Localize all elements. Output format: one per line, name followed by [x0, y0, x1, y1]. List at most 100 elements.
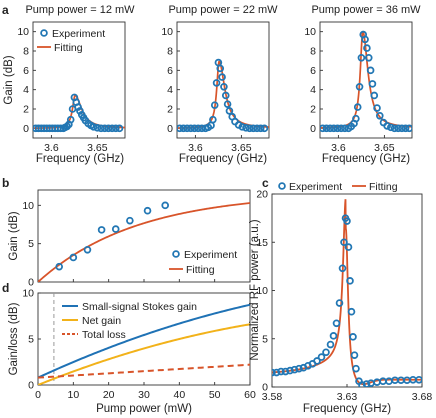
data-point: [242, 124, 250, 132]
data-point: [177, 124, 184, 133]
data-point: [216, 64, 225, 73]
y-tick-label: 0: [167, 123, 173, 135]
data-point: [385, 377, 393, 386]
data-point: [357, 53, 366, 62]
data-point: [346, 277, 354, 285]
y-tick-label: 10: [161, 26, 173, 38]
x-axis-label: Frequency (GHz): [36, 153, 124, 165]
data-point: [394, 124, 403, 133]
x-axis-label: Frequency (GHz): [179, 153, 267, 165]
chart-title: Pump power = 12 mW: [25, 4, 135, 16]
panel-a1: a Pump power = 12 mW 3.6 3.65 0 2 4 6 8 10 Freq…: [2, 3, 135, 165]
y-axis-label: Gain (dB): [3, 55, 15, 104]
data-point: [187, 124, 195, 133]
y-tick-label: 10: [17, 26, 29, 38]
axis-ticks: 3.6 3.65 0 2 4 6 8 10: [17, 26, 107, 154]
data-point: [83, 246, 92, 254]
plot-frame: [271, 193, 423, 388]
data-point: [326, 340, 335, 349]
fitting-line: [38, 202, 250, 282]
y-tick-label: 5: [262, 333, 268, 345]
data-point: [100, 124, 109, 133]
y-tick-label: 6: [23, 65, 29, 77]
data-point: [286, 366, 294, 375]
data-point: [341, 124, 349, 133]
data-point: [66, 115, 75, 124]
data-point: [212, 79, 221, 87]
data-point: [245, 124, 254, 133]
x-axis-label: Pump power (mW): [96, 403, 192, 415]
chart-title: Pump power = 36 mW: [311, 4, 421, 16]
legend-fitting-label: Fitting: [186, 264, 215, 276]
data-point: [383, 122, 391, 130]
data-point: [329, 332, 338, 340]
data-point: [272, 368, 281, 377]
data-point: [313, 357, 321, 365]
data-point: [405, 124, 412, 133]
data-point: [375, 111, 384, 120]
data-point: [111, 225, 120, 233]
data-point: [347, 307, 356, 316]
data-point: [364, 53, 373, 62]
y-tick-label: 8: [23, 46, 29, 58]
data-point: [295, 364, 303, 373]
data-point: [322, 348, 330, 357]
y-tick-label: 0: [262, 382, 268, 394]
net-gain-line: [38, 323, 250, 385]
legend-experiment-marker: [278, 182, 286, 190]
data-point: [210, 101, 219, 109]
legend-experiment-label: Experiment: [184, 249, 237, 261]
legend: Experiment Fitting: [278, 181, 398, 193]
y-tick-label: 10: [22, 288, 34, 300]
data-point: [337, 124, 345, 133]
stokes-gain-line: [38, 303, 250, 379]
y-tick-label: 4: [23, 84, 29, 96]
y-tick-label: 0: [23, 123, 29, 135]
y-tick-label: 4: [167, 84, 173, 96]
data-point: [290, 365, 299, 374]
data-point: [238, 123, 247, 131]
data-point: [361, 35, 369, 44]
x-tick-label: 3.6: [188, 142, 203, 154]
legend-experiment-marker: [172, 250, 180, 258]
x-tick-label: 50: [209, 389, 221, 401]
data-point: [183, 124, 191, 133]
data-point: [104, 124, 113, 133]
y-axis-label: Normalized RF power (a.u.): [249, 219, 261, 360]
data-point: [379, 377, 387, 386]
x-tick-label: 20: [103, 389, 115, 401]
data-point: [161, 201, 170, 210]
data-point: [353, 103, 362, 111]
data-point: [272, 368, 276, 377]
data-point: [256, 124, 265, 133]
data-point: [349, 333, 357, 341]
axis-ticks: 0 10 20 30 40 50 60 0 5 10: [22, 288, 256, 402]
x-tick-label: 10: [67, 389, 79, 401]
plot-frame: [319, 21, 413, 139]
data-point: [93, 124, 102, 132]
data-point: [115, 124, 124, 133]
x-axis-label: Frequency (GHz): [303, 403, 391, 415]
axis-ticks: 3.58 3.63 3.68 0 5 10 15 20: [256, 189, 432, 404]
data-point: [253, 124, 261, 133]
data-point: [398, 124, 406, 133]
experiment-points: [33, 93, 124, 133]
y-tick-label: 6: [310, 65, 316, 77]
data-point: [317, 353, 326, 361]
data-point: [97, 124, 105, 133]
data-point: [209, 115, 217, 124]
plot-frame: [32, 21, 126, 139]
data-point: [352, 364, 360, 373]
legend: Experiment Fitting: [37, 28, 105, 54]
panel-label-a: a: [2, 3, 9, 17]
data-point: [329, 124, 338, 133]
legend-experiment-marker: [40, 29, 48, 37]
data-point: [415, 375, 422, 384]
panel-a3: Pump power = 36 mW 3.6 3.65 0 2 4 6 8 10 Freque…: [304, 4, 421, 165]
y-tick-label: 10: [22, 200, 34, 212]
data-point: [225, 107, 234, 115]
y-tick-label: 5: [28, 238, 34, 250]
legend-experiment-label: Experiment: [52, 28, 105, 40]
data-point: [190, 124, 199, 133]
y-tick-label: 8: [167, 46, 173, 58]
